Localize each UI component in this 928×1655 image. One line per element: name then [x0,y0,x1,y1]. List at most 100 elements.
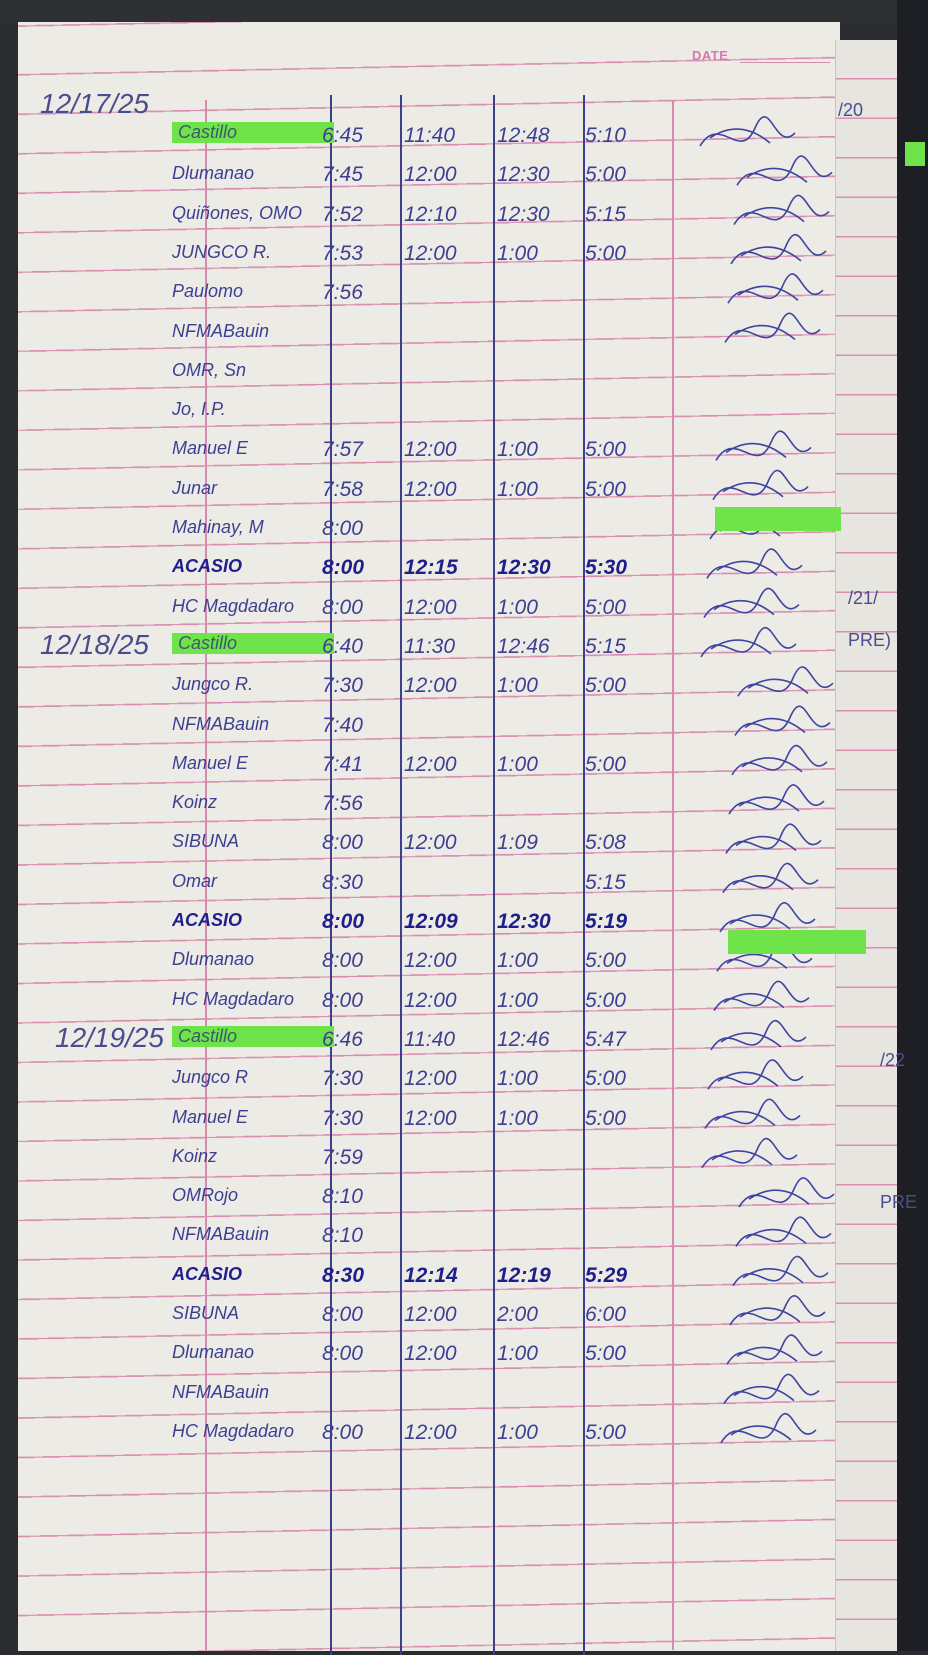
time-in-am: 8:00 [322,831,363,855]
time-in-pm: 1:00 [497,1420,538,1444]
time-out-pm: 5:00 [585,1420,626,1444]
time-out-pm: 5:00 [585,1067,626,1091]
time-in-am: 8:00 [322,1342,363,1366]
time-in-pm: 2:00 [497,1303,538,1326]
time-in-pm: 1:00 [497,438,538,462]
time-in-am: 6:46 [322,1027,363,1051]
table-row: NFMABauin 7:40 [0,708,840,747]
time-out-am: 12:00 [404,1106,457,1130]
time-out-pm: 5:00 [585,1106,626,1130]
time-in-am: 6:40 [322,634,363,658]
highlight-mark [905,142,925,166]
time-in-am: 8:00 [322,556,365,580]
employee-name: Mahinay, M [172,517,264,537]
table-row: Manuel E 7:57 12:00 1:00 5:00 [0,432,840,471]
time-in-am: 7:53 [322,241,363,265]
time-out-am: 12:00 [404,674,457,698]
time-in-am: 8:00 [322,910,365,933]
time-out-pm: 5:29 [585,1263,628,1287]
column-divider [493,95,495,1655]
time-in-am: 7:56 [322,792,363,816]
table-row: Manuel E 7:41 12:00 1:00 5:00 [0,747,840,786]
table-row: Dlumanao 8:00 12:00 1:00 5:00 [0,943,840,982]
table-row: Dlumanao 8:00 12:00 1:00 5:00 [0,1336,840,1375]
time-in-pm: 1:00 [497,1342,538,1366]
employee-name: Castillo [172,122,334,143]
notebook-edge [897,0,928,1651]
employee-name: Dlumanao [172,949,255,970]
table-row: HC Magdadaro 8:00 12:00 1:00 5:00 [0,590,840,629]
time-out-am: 12:15 [404,556,458,580]
employee-name: SIBUNA [172,1303,240,1323]
employee-name: Dlumanao [172,1342,255,1363]
margin-line [205,100,207,1650]
table-row: Castillo 6:45 11:40 12:48 5:10 [0,118,840,157]
time-out-pm: 5:00 [585,438,626,462]
employee-name: Castillo [172,1025,334,1047]
time-in-pm: 1:00 [497,674,538,698]
employee-name: Jungco R [172,1067,249,1088]
time-in-am: 8:00 [322,517,363,540]
time-out-pm: 5:00 [585,988,626,1012]
time-out-pm: 5:00 [585,1342,626,1366]
table-row: Manuel E 7:30 12:00 1:00 5:00 [0,1101,840,1140]
table-row: HC Magdadaro 8:00 12:00 1:00 5:00 [0,983,840,1022]
time-out-am: 12:00 [404,241,457,265]
date-header: DATE [692,48,729,63]
time-in-am: 7:30 [322,1106,363,1130]
table-row: Jungco R. 7:30 12:00 1:00 5:00 [0,668,840,707]
time-out-am: 11:40 [404,1027,455,1051]
time-in-am: 7:40 [322,713,363,737]
time-in-pm: 1:09 [497,831,538,855]
section-date: 12/19/25 [55,1021,164,1053]
employee-name: NFMABauin [172,1381,270,1402]
employee-name: Koinz [172,1145,218,1166]
table-row: Quiñones, OMO 7:52 12:10 12:30 5:15 [0,197,840,236]
time-out-pm: 5:00 [585,674,626,698]
column-divider [400,95,402,1655]
time-out-pm: 5:00 [585,949,626,973]
time-out-pm: 5:08 [585,831,626,855]
time-in-am: 8:30 [322,870,363,894]
time-in-am: 8:00 [322,1303,363,1326]
time-in-am: 6:45 [322,124,363,147]
employee-name: Junar [172,477,218,498]
table-row: OMRojo 8:10 [0,1179,840,1218]
time-in-am: 8:00 [322,949,363,973]
time-out-am: 11:40 [404,124,455,147]
next-page-note: PRE [880,1192,918,1212]
time-out-pm: 5:00 [585,163,626,187]
employee-name: OMRojo [172,1185,239,1206]
time-out-am: 12:00 [404,477,457,501]
employee-name: NFMABauin [172,320,270,341]
employee-name: Manuel E [172,752,249,773]
table-row: Jungco R 7:30 12:00 1:00 5:00 [0,1061,840,1100]
time-in-pm: 12:46 [497,634,550,658]
table-row: Mahinay, M 8:00 [0,511,840,550]
highlight-mark [728,930,866,954]
time-in-pm: 12:19 [497,1263,551,1287]
time-in-am: 7:45 [322,163,363,187]
time-out-pm: 5:47 [585,1027,626,1051]
time-in-pm: 12:30 [497,202,550,226]
employee-name: Jo, I.P. [172,399,226,420]
table-row: Jo, I.P. [0,393,840,432]
time-out-am: 12:09 [404,910,458,933]
time-out-pm: 5:19 [585,910,628,933]
time-out-pm: 5:30 [585,556,628,580]
time-in-am: 8:00 [322,988,363,1012]
employee-name: ACASIO [172,1263,243,1284]
time-out-am: 12:00 [404,1342,457,1366]
time-out-am: 11:30 [404,634,455,658]
table-row: Junar 7:58 12:00 1:00 5:00 [0,472,840,511]
table-row: Omar 8:30 5:15 [0,865,840,904]
time-in-pm: 1:00 [497,477,538,501]
employee-name: OMR, Sn [172,359,247,380]
table-row: OMR, Sn [0,354,840,393]
time-in-am: 8:30 [322,1263,365,1287]
time-in-am: 7:59 [322,1145,363,1169]
table-row: JUNGCO R. 7:53 12:00 1:00 5:00 [0,236,840,275]
time-in-pm: 12:30 [497,910,551,933]
employee-name: JUNGCO R. [172,241,271,262]
time-in-pm: 1:00 [497,1067,538,1091]
